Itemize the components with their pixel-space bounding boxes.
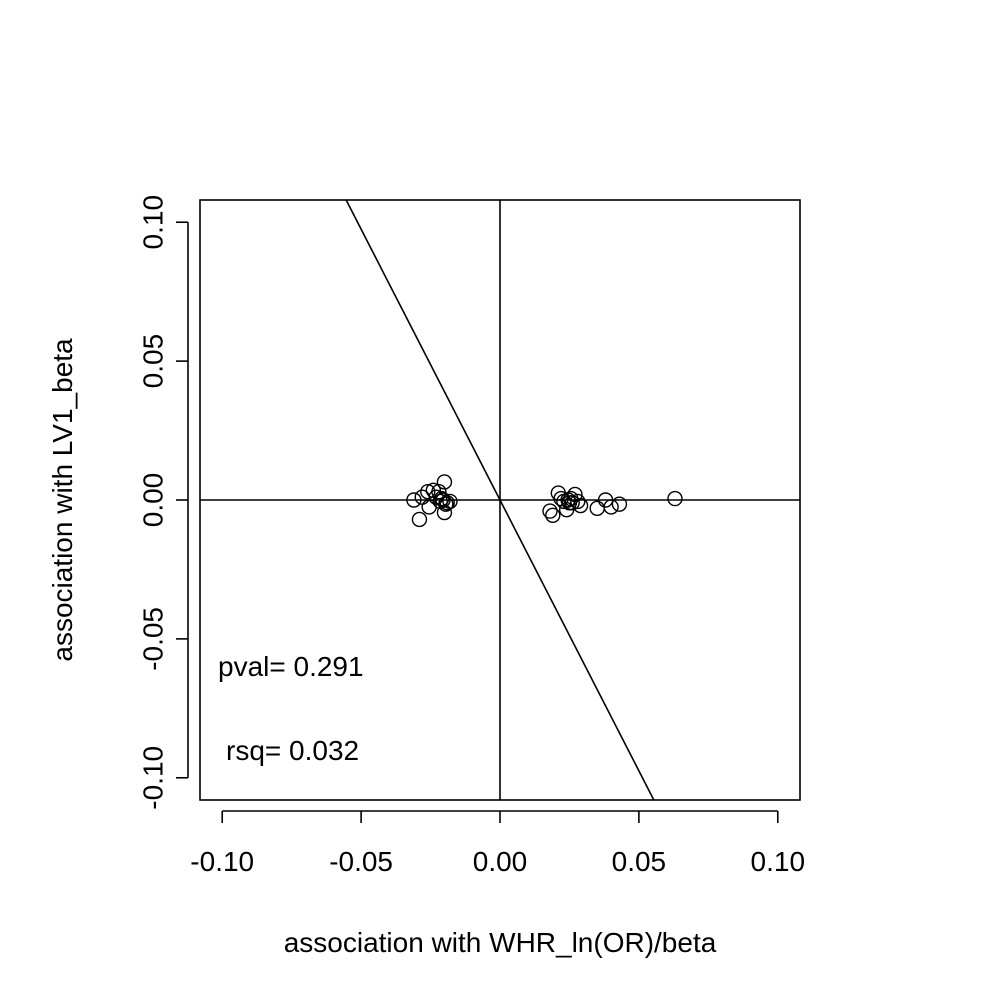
data-point-15	[439, 495, 455, 511]
data-point-1	[406, 492, 422, 508]
data-point-2	[411, 511, 428, 528]
y-axis-label: association with LV1_beta	[47, 338, 78, 662]
x-tick-label-2: -0.05	[329, 846, 393, 877]
data-point-32	[603, 499, 619, 515]
data-point-13	[436, 474, 453, 490]
y-tick-label-4: 0.05	[137, 334, 168, 389]
y-tick-label-1: -0.10	[137, 746, 168, 810]
data-point-8	[431, 483, 447, 500]
data-point-34	[667, 490, 683, 507]
x-tick-label-5: 0.10	[751, 846, 806, 877]
x-axis-ticks: -0.10 -0.05 0.00 0.05 0.10	[190, 811, 805, 877]
rsq-annotation: rsq= 0.032	[226, 735, 359, 766]
data-point-28	[570, 493, 586, 510]
data-point-11	[435, 492, 451, 508]
data-point-14	[438, 496, 454, 512]
data-point-16	[442, 493, 458, 510]
x-tick-label-1: -0.10	[190, 846, 254, 877]
data-point-18	[545, 507, 561, 523]
y-tick-label-3: 0.00	[137, 473, 168, 528]
x-tick-label-3: 0.00	[473, 846, 528, 877]
regression-line	[345, 199, 655, 801]
data-point-6	[425, 482, 442, 498]
x-axis-label: association with WHR_ln(OR)/beta	[284, 927, 717, 958]
x-tick-label-4: 0.05	[612, 846, 667, 877]
data-point-17	[542, 503, 558, 519]
y-axis-ticks: -0.10 -0.05 0.00 0.05 0.10	[137, 195, 188, 810]
y-tick-label-2: -0.05	[137, 607, 168, 671]
pval-annotation: pval= 0.291	[218, 651, 364, 682]
data-point-4	[420, 483, 436, 500]
data-point-26	[564, 495, 580, 511]
data-point-33	[611, 496, 628, 512]
data-point-29	[572, 497, 589, 514]
data-points	[406, 474, 683, 528]
data-point-5	[421, 499, 437, 515]
data-point-30	[589, 500, 605, 517]
y-tick-label-5: 0.10	[137, 195, 168, 250]
